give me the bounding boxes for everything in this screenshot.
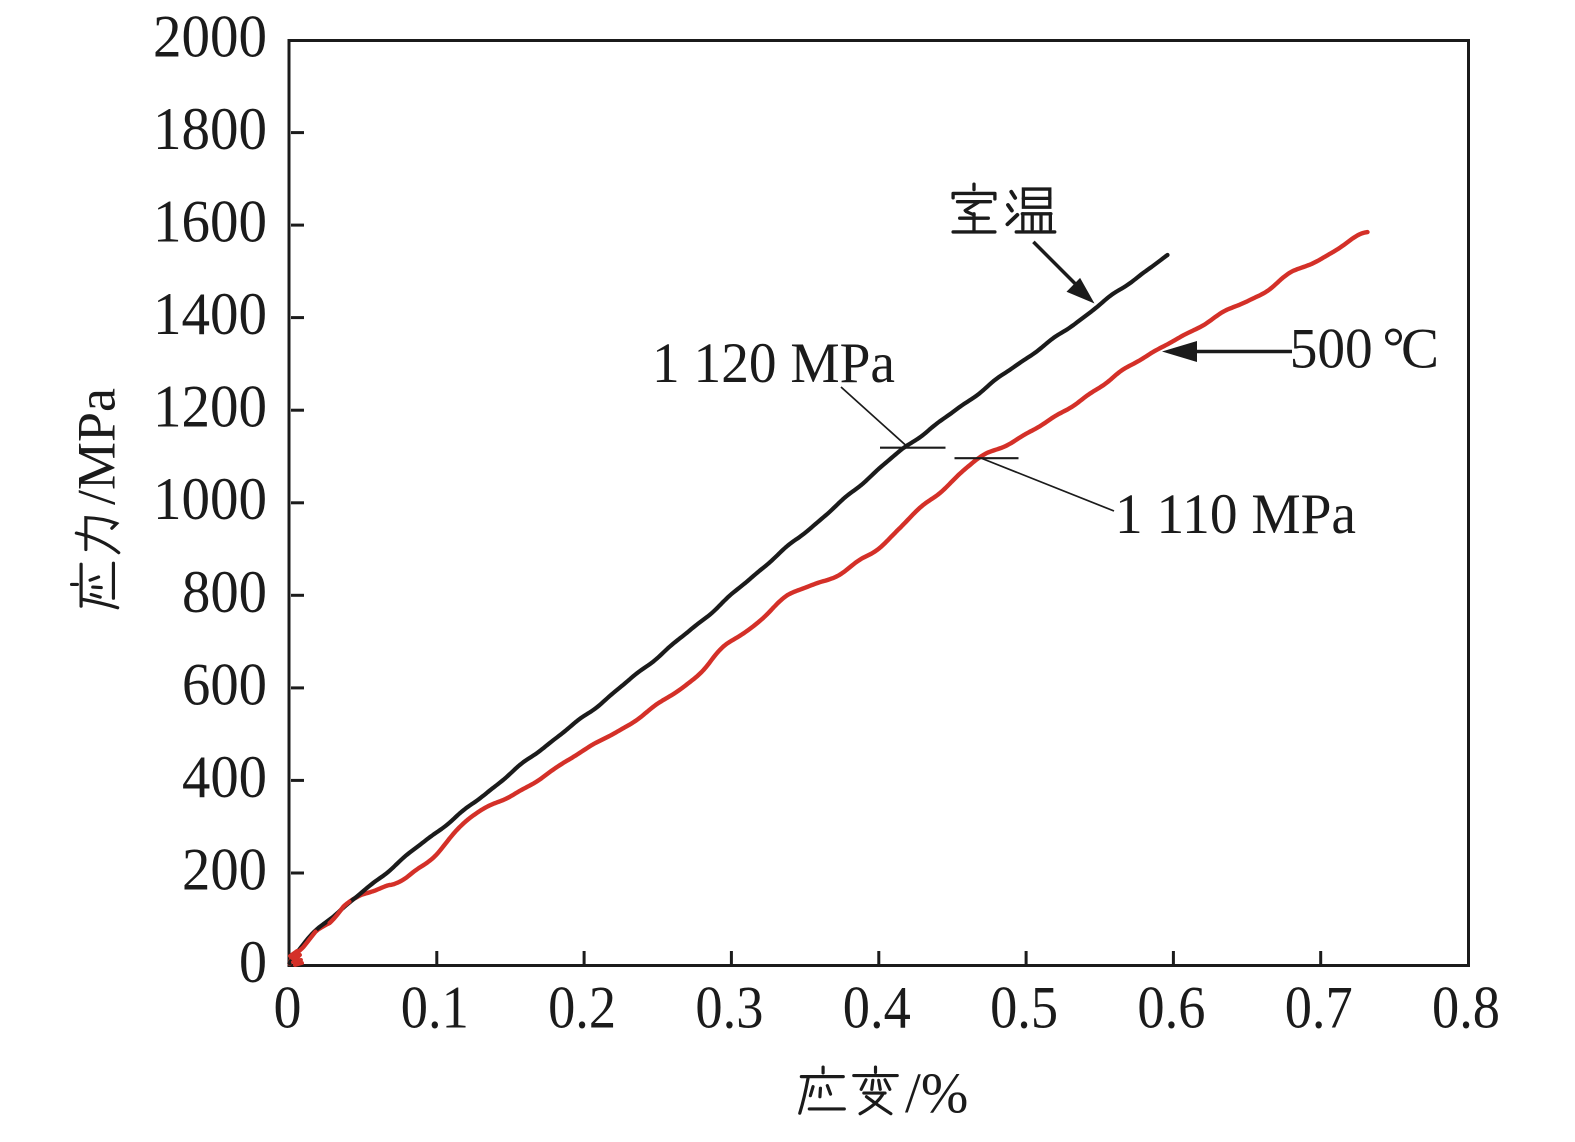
svg-text:800: 800 [182, 559, 267, 625]
svg-text:1400: 1400 [153, 281, 267, 347]
svg-text:200: 200 [182, 837, 267, 903]
svg-text:2000: 2000 [153, 4, 267, 70]
svg-text:1 120 MPa: 1 120 MPa [652, 332, 895, 395]
svg-text:1000: 1000 [153, 466, 267, 532]
svg-text:0: 0 [274, 975, 302, 1041]
svg-text:1800: 1800 [153, 96, 267, 162]
svg-text:0.4: 0.4 [843, 975, 911, 1041]
svg-text:1200: 1200 [153, 374, 267, 440]
svg-text:0.2: 0.2 [548, 975, 616, 1041]
svg-text:1600: 1600 [153, 189, 267, 255]
svg-text:0.1: 0.1 [401, 975, 469, 1041]
svg-text:600: 600 [182, 651, 267, 717]
svg-text:0.7: 0.7 [1285, 975, 1353, 1041]
svg-text:C: C [1401, 318, 1439, 381]
svg-text:0.3: 0.3 [695, 975, 763, 1041]
svg-text:0.8: 0.8 [1432, 975, 1500, 1041]
svg-text:/%: /% [905, 1062, 968, 1125]
svg-text:0.5: 0.5 [990, 975, 1058, 1041]
svg-text:/MPa: /MPa [67, 388, 127, 505]
svg-text:400: 400 [182, 744, 267, 810]
svg-text:0: 0 [239, 929, 267, 995]
svg-text:500: 500 [1290, 318, 1373, 381]
svg-text:1 110 MPa: 1 110 MPa [1115, 483, 1356, 546]
svg-text:0.6: 0.6 [1137, 975, 1205, 1041]
